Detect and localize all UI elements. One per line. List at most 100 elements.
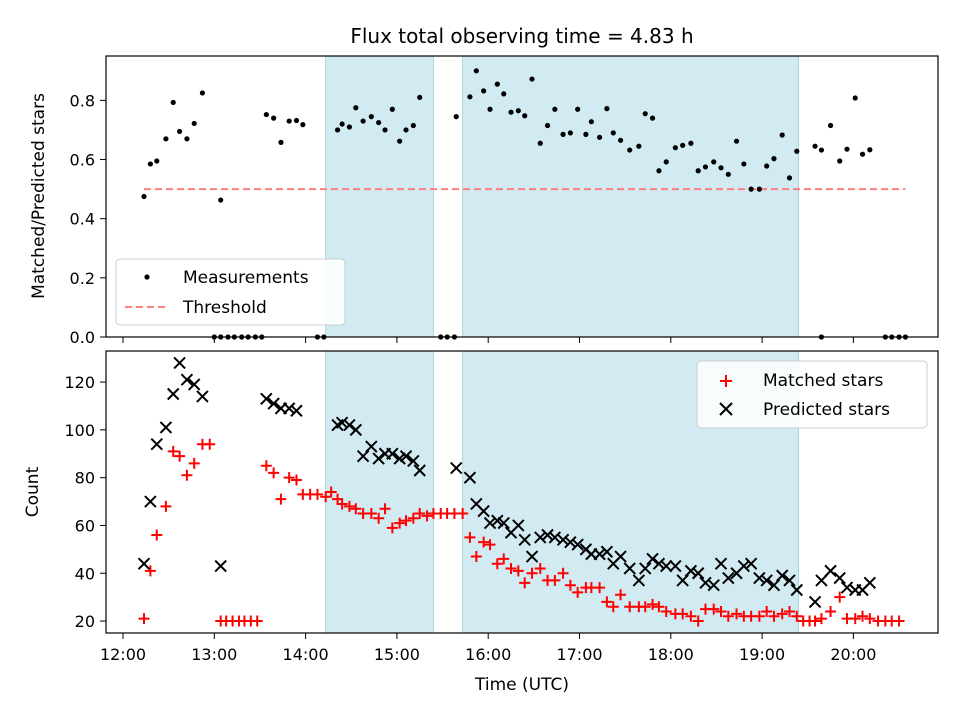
predicted-point bbox=[714, 557, 728, 570]
measurement-point bbox=[508, 109, 514, 115]
predicted-point bbox=[393, 452, 406, 465]
measurement-point bbox=[725, 171, 731, 177]
bottom-x-tick-label: 16:00 bbox=[465, 645, 511, 664]
measurement-point bbox=[191, 120, 197, 127]
matched-point bbox=[849, 613, 861, 625]
measurement-point bbox=[642, 111, 648, 117]
predicted-point bbox=[483, 516, 497, 530]
predicted-point bbox=[196, 390, 209, 403]
measurement-point bbox=[537, 140, 543, 146]
measurement-point bbox=[718, 165, 724, 171]
legend-matched-label: Matched stars bbox=[763, 371, 883, 391]
matched-point bbox=[160, 500, 172, 512]
predicted-point bbox=[753, 571, 766, 585]
matched-point bbox=[181, 469, 193, 481]
predicted-point bbox=[144, 495, 157, 508]
measurement-point bbox=[271, 115, 277, 121]
matched-point bbox=[857, 610, 869, 622]
predicted-point bbox=[564, 535, 577, 549]
measurement-point bbox=[827, 122, 834, 129]
matched-point bbox=[549, 574, 561, 586]
matched-point bbox=[692, 615, 704, 627]
top-plot-marks bbox=[141, 68, 909, 340]
matched-point bbox=[825, 605, 837, 617]
predicted-point bbox=[491, 514, 504, 527]
predicted-point bbox=[180, 373, 194, 386]
predicted-point bbox=[863, 576, 877, 590]
measurement-point bbox=[278, 139, 284, 145]
matched-point bbox=[512, 565, 524, 577]
measurement-point bbox=[844, 146, 850, 152]
measurement-point bbox=[339, 121, 345, 127]
legend-threshold-label: Threshold bbox=[182, 298, 267, 318]
top-y-axis: 0.0 0.2 0.4 0.6 0.8 bbox=[70, 91, 106, 347]
measurement-point bbox=[812, 143, 818, 149]
matched-point bbox=[815, 613, 827, 625]
predicted-point bbox=[372, 452, 385, 465]
matched-point bbox=[325, 486, 337, 498]
measurement-point bbox=[529, 76, 535, 82]
measurement-point bbox=[786, 175, 793, 181]
measurement-point bbox=[368, 114, 374, 120]
top-legend: Measurements Threshold bbox=[115, 258, 346, 326]
measurement-point bbox=[360, 118, 366, 124]
matched-point bbox=[484, 539, 496, 551]
matched-point bbox=[283, 472, 295, 484]
measurement-point bbox=[263, 111, 269, 118]
matched-point bbox=[776, 608, 788, 620]
predicted-point bbox=[744, 557, 758, 570]
bottom-x-tick-label: 19:00 bbox=[739, 645, 785, 664]
predicted-point bbox=[534, 531, 547, 544]
matched-point bbox=[138, 613, 150, 625]
matched-point bbox=[350, 503, 362, 515]
measurement-point bbox=[170, 99, 176, 106]
matched-point bbox=[251, 615, 263, 627]
predicted-point bbox=[623, 562, 636, 575]
predicted-point bbox=[413, 464, 426, 477]
top-y-tick-label: 0.6 bbox=[70, 151, 95, 170]
matched-point bbox=[834, 591, 846, 603]
matched-point bbox=[470, 551, 482, 563]
predicted-point bbox=[614, 550, 627, 563]
predicted-point bbox=[639, 562, 652, 575]
measurement-point bbox=[184, 136, 190, 142]
matched-point bbox=[594, 582, 606, 594]
predicted-point bbox=[399, 449, 413, 463]
predicted-point bbox=[632, 574, 646, 587]
predicted-point bbox=[775, 569, 789, 582]
bottom-x-tick-label: 12:00 bbox=[100, 645, 146, 664]
measurement-point bbox=[627, 147, 633, 153]
predicted-point bbox=[525, 550, 539, 563]
predicted-point bbox=[737, 559, 751, 573]
matched-point bbox=[893, 615, 905, 627]
matched-point bbox=[268, 467, 280, 479]
measurement-point bbox=[177, 128, 183, 135]
bottom-panel: 20 40 60 80 100 120 12:00 13:00 14:00 15:00 16:00… bbox=[23, 350, 939, 695]
matched-point bbox=[407, 512, 419, 524]
measurement-point bbox=[397, 138, 403, 144]
legend-predicted-marker bbox=[719, 402, 733, 416]
measurement-point bbox=[382, 127, 388, 133]
measurement-point bbox=[583, 131, 589, 137]
predicted-point bbox=[684, 564, 698, 578]
measurement-point bbox=[453, 114, 459, 120]
matched-point bbox=[336, 498, 348, 510]
predicted-point bbox=[600, 545, 614, 558]
bottom-x-axis-label: Time (UTC) bbox=[474, 675, 569, 695]
matched-point bbox=[660, 605, 672, 617]
top-panel: 0.00.20.40.60.8 Matched/Predicted stars … bbox=[29, 55, 939, 347]
measurement-point bbox=[756, 186, 762, 192]
measurement-point bbox=[286, 118, 292, 124]
predicted-point bbox=[343, 418, 356, 432]
matched-point bbox=[373, 512, 385, 524]
matched-point bbox=[677, 608, 689, 620]
measurement-point bbox=[467, 94, 473, 100]
predicted-point bbox=[282, 402, 296, 415]
top-shaded-spans bbox=[325, 55, 800, 338]
measurement-point bbox=[376, 119, 382, 126]
bottom-plot-marks bbox=[137, 356, 905, 627]
measurement-point bbox=[779, 132, 785, 138]
matched-point bbox=[639, 601, 651, 613]
matched-point bbox=[260, 460, 272, 472]
matched-point bbox=[478, 536, 490, 548]
